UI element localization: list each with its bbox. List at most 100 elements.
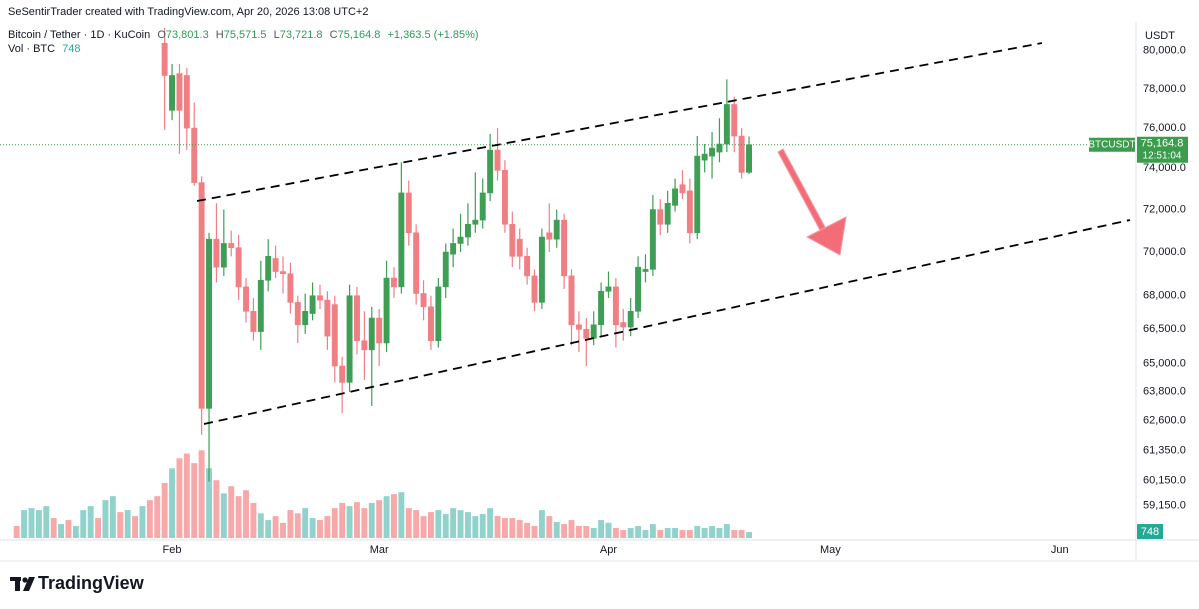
x-tick-label: Mar: [370, 544, 389, 556]
candle-body: [561, 219, 568, 277]
volume-bar: [220, 493, 227, 538]
volume-bar: [161, 483, 168, 538]
volume-bar: [450, 508, 457, 538]
legend-volume: Vol · BTC 748: [8, 43, 85, 55]
y-tick-label: 63,800.0: [1143, 386, 1186, 398]
volume-bar: [265, 520, 272, 538]
candle-body: [546, 232, 553, 240]
candle-body: [405, 192, 412, 234]
volume-bar: [649, 524, 656, 538]
legend-value: 73,721.8: [279, 29, 323, 41]
volume-bar: [109, 496, 116, 538]
candle-body: [427, 306, 434, 341]
volume-bar: [235, 496, 242, 538]
volume-bar: [413, 510, 420, 538]
volume-bar: [731, 530, 738, 538]
candle-body: [524, 256, 531, 277]
candle-body: [709, 147, 716, 157]
volume-bar: [331, 508, 338, 538]
candle-body: [257, 279, 264, 332]
volume-bar: [383, 496, 390, 538]
volume-bar: [694, 526, 701, 538]
candle-body: [738, 135, 745, 173]
legend-prefix: H: [215, 29, 224, 41]
candle-body: [442, 251, 449, 288]
candle-body: [294, 302, 301, 326]
volume-bar: [183, 453, 190, 538]
candle-body: [265, 256, 272, 281]
candle-body: [243, 286, 249, 312]
candle-body: [383, 277, 390, 344]
volume-bar: [553, 522, 560, 538]
y-tick-label: 68,000.0: [1143, 290, 1186, 302]
candle-body: [605, 286, 612, 292]
price-badge: [1137, 136, 1188, 163]
candle-body: [346, 295, 353, 383]
candle-body: [272, 258, 279, 272]
volume-bar: [117, 512, 124, 538]
volume-bar: [457, 510, 464, 538]
candle-body: [494, 149, 501, 171]
y-tick-label: 70,000.0: [1143, 246, 1186, 258]
candle-body: [206, 238, 212, 409]
drawings: [196, 42, 1131, 425]
arrow-head: [805, 216, 847, 256]
volume-bar: [176, 458, 183, 538]
volume-bar: [132, 516, 139, 538]
candle-body: [694, 155, 701, 234]
volume-bar: [391, 494, 397, 538]
volume-bar: [154, 496, 161, 538]
volume-badge-text: 748: [1141, 526, 1159, 538]
candle-body: [686, 190, 693, 234]
volume-bar: [213, 480, 220, 538]
candle-body: [250, 310, 257, 332]
candle-body: [280, 271, 286, 275]
logo-stem: [15, 577, 20, 591]
candle-body: [583, 329, 590, 339]
candle-body: [361, 340, 368, 351]
volume-bar: [472, 516, 479, 538]
candle-body: [413, 232, 420, 294]
volume-bar: [198, 450, 205, 538]
volume-bar: [538, 510, 545, 538]
volume-bar: [420, 516, 427, 538]
volume-bar: [228, 486, 235, 538]
candle-body: [649, 209, 656, 270]
legend-prefix: L: [273, 29, 280, 41]
candle-body: [220, 243, 227, 268]
price-badge-text: 75,164.8: [1141, 138, 1184, 150]
volume-bar: [546, 516, 553, 538]
volume-bar: [405, 508, 412, 538]
y-tick-label: 61,350.0: [1143, 445, 1186, 457]
channel-lower: [203, 219, 1131, 425]
volume-bar: [516, 520, 523, 538]
legend-main: Bitcoin / Tether · 1D · KuCoin O73,801.3…: [8, 29, 483, 41]
volume-bar: [280, 522, 286, 538]
candle-body: [420, 293, 427, 308]
volume-bar: [13, 526, 20, 538]
volume-bar: [664, 528, 671, 538]
candle-body: [368, 317, 375, 351]
candle-body: [198, 182, 205, 409]
candle-body: [612, 286, 619, 326]
volume-bar: [524, 522, 531, 538]
volume-bar: [243, 490, 249, 538]
candle-body: [183, 75, 190, 129]
candle-body: [302, 310, 309, 326]
y-tick-label: 65,000.0: [1143, 358, 1186, 370]
volume-value: 748: [62, 43, 81, 55]
candle-body: [620, 322, 627, 328]
volume-bar: [590, 528, 597, 538]
currency-label: USDT: [1145, 30, 1175, 42]
volume-bar: [627, 528, 634, 538]
legend-symbol: Bitcoin / Tether · 1D · KuCoin: [8, 29, 151, 41]
volume-bar: [531, 526, 538, 538]
volume-bar: [635, 526, 642, 538]
volume-bar: [568, 520, 575, 538]
candle-body: [635, 266, 642, 312]
candle-body: [746, 144, 752, 173]
y-tick-label: 72,000.0: [1143, 203, 1186, 215]
candle-body: [213, 238, 220, 268]
axes: 80,000.0 78,000.0 76,000.0 74,000.0 72,000.0…: [163, 45, 1188, 556]
volume-bar: [361, 508, 368, 538]
